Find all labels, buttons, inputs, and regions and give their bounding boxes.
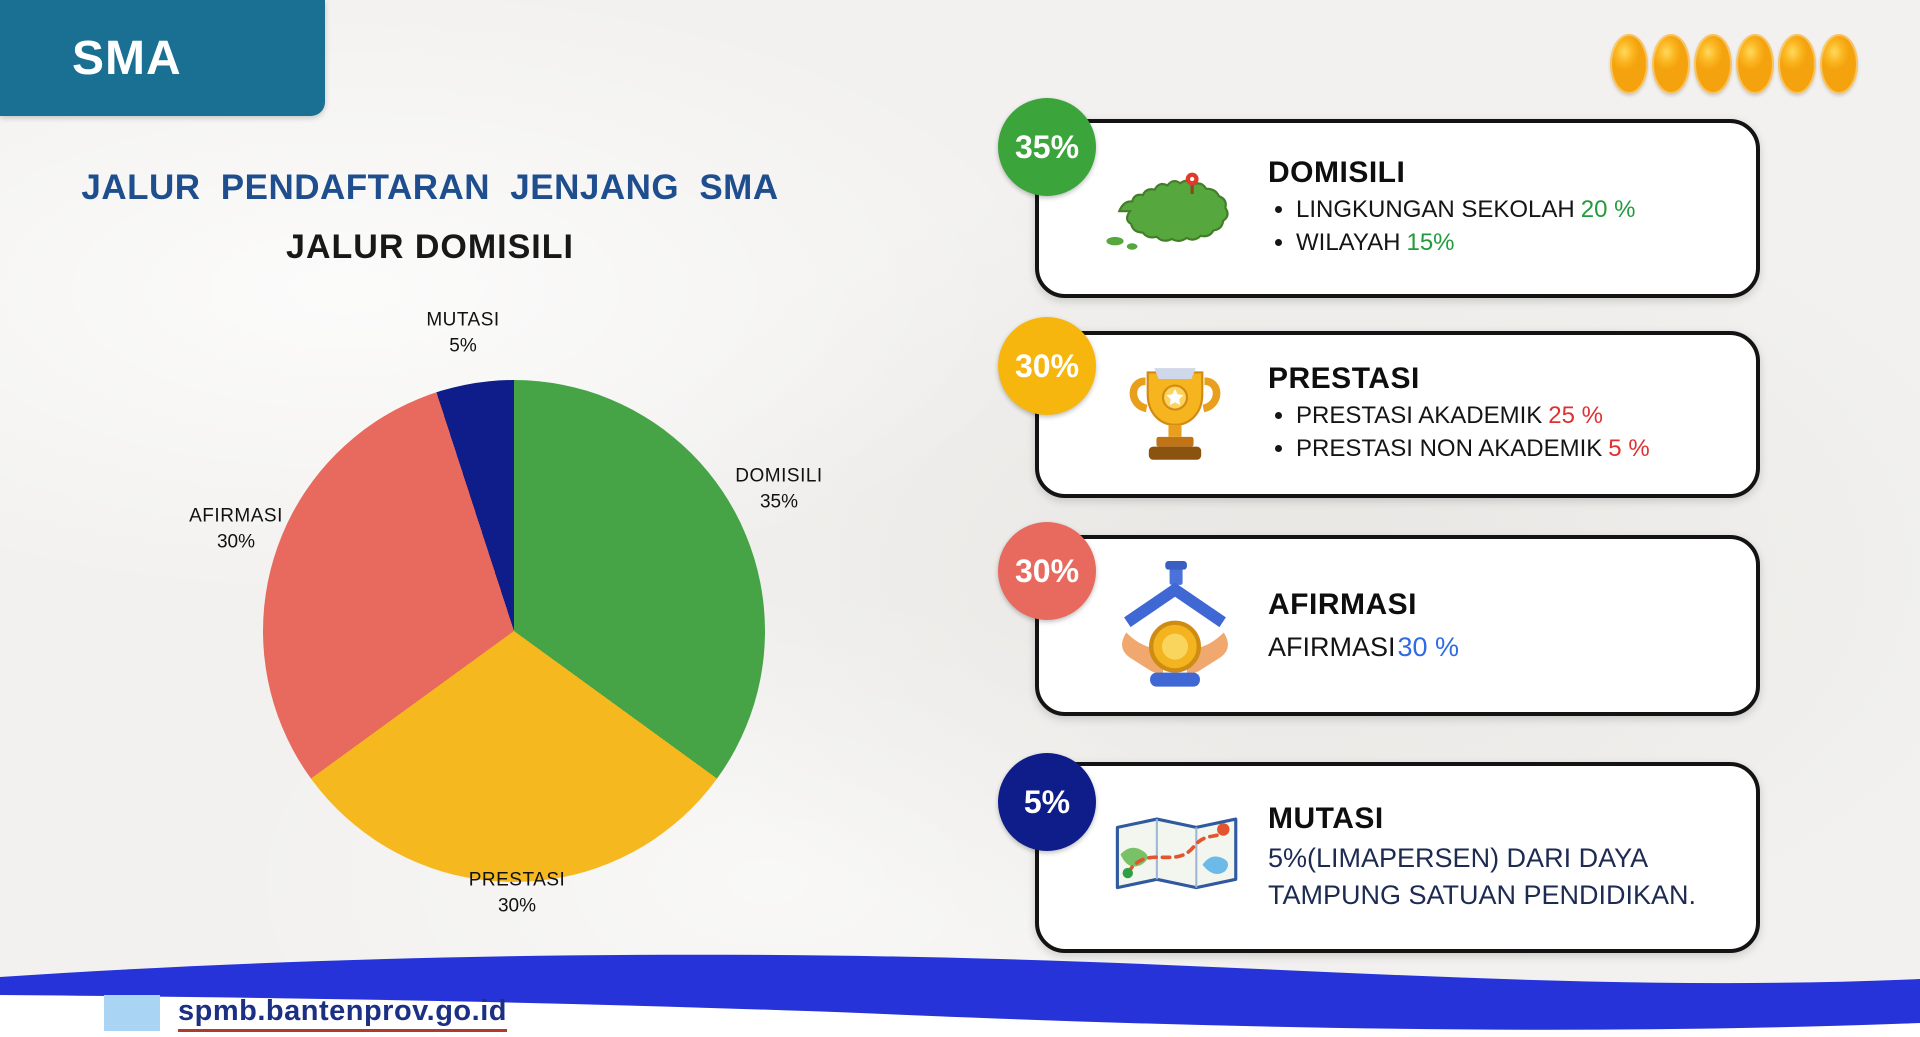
page-title: JALUR PENDAFTARAN JENJANG SMA (81, 168, 779, 207)
badge-label: 30% (1014, 552, 1080, 589)
oval-icon (1736, 34, 1774, 94)
banten-map-icon (1097, 164, 1252, 254)
pie-label-domisili: DOMISILI 35% (735, 463, 822, 514)
slice-label: DOMISILI (735, 465, 823, 487)
bullet-value: 20 % (1580, 195, 1636, 223)
body-value: 30 % (1397, 632, 1460, 662)
pie-label-afirmasi: AFIRMASI 30% (189, 503, 283, 554)
slice-percent: 35% (759, 491, 799, 512)
badge-prestasi: 30% (998, 317, 1096, 415)
level-badge: SMA (0, 0, 325, 116)
card-mutasi: MUTASI 5%(LIMAPERSEN) DARI DAYA TAMPUNG … (1035, 762, 1760, 953)
oval-icon (1820, 34, 1858, 94)
trophy-icon (1097, 355, 1252, 475)
badge-label: 5% (1023, 783, 1071, 820)
bullet-text: LINGKUNGAN SEKOLAH (1296, 195, 1575, 223)
footer-wave (0, 954, 1920, 1037)
bullet-value: 5 % (1608, 434, 1650, 462)
house-coin-icon (1097, 560, 1252, 691)
level-badge-label: SMA (72, 31, 182, 85)
bullet-text: WILAYAH (1296, 228, 1401, 256)
slice-label: MUTASI (426, 309, 500, 331)
oval-icon (1694, 34, 1732, 94)
footer-accent-square (104, 995, 160, 1031)
bullet-text: PRESTASI AKADEMIK (1296, 401, 1543, 429)
pie-label-mutasi: MUTASI 5% (426, 307, 499, 358)
badge-afirmasi: 30% (998, 522, 1096, 620)
footer-link[interactable]: spmb.bantenprov.go.id (178, 995, 507, 1032)
slice-label: PRESTASI (468, 869, 566, 891)
pie-chart (263, 380, 765, 882)
oval-icon (1652, 34, 1690, 94)
slice-percent: 30% (497, 895, 537, 916)
card-body: AFIRMASI30 % (1268, 632, 1730, 663)
card-title: PRESTASI (1268, 361, 1420, 395)
badge-label: 30% (1014, 347, 1080, 384)
oval-icon (1778, 34, 1816, 94)
title-block: JALUR PENDAFTARAN JENJANG SMA JALUR DOMI… (55, 168, 805, 267)
body-text: AFIRMASI (1268, 632, 1396, 662)
route-map-icon (1097, 810, 1252, 905)
badge-domisili: 35% (998, 98, 1096, 196)
slice-label: AFIRMASI (189, 505, 283, 527)
card-body: 5%(LIMAPERSEN) DARI DAYA TAMPUNG SATUAN … (1268, 843, 1697, 910)
card-title: AFIRMASI (1268, 588, 1417, 621)
bullet-value: 25 % (1548, 401, 1603, 429)
pie-label-prestasi: PRESTASI 30% (469, 867, 566, 918)
card-title: MUTASI (1268, 802, 1384, 836)
bullet-text: PRESTASI NON AKADEMIK (1296, 434, 1603, 462)
card-afirmasi: AFIRMASI AFIRMASI30 % (1035, 535, 1760, 716)
page-subtitle: JALUR DOMISILI (286, 228, 574, 266)
badge-mutasi: 5% (998, 753, 1096, 851)
slice-percent: 30% (216, 531, 256, 552)
badge-label: 35% (1014, 128, 1080, 165)
card-title: DOMISILI (1268, 155, 1406, 189)
slice-percent: 5% (449, 335, 477, 356)
oval-icon (1610, 34, 1648, 94)
bullet-value: 15% (1406, 228, 1455, 256)
footer: spmb.bantenprov.go.id (0, 897, 1920, 1037)
decor-ovals (1610, 34, 1858, 94)
